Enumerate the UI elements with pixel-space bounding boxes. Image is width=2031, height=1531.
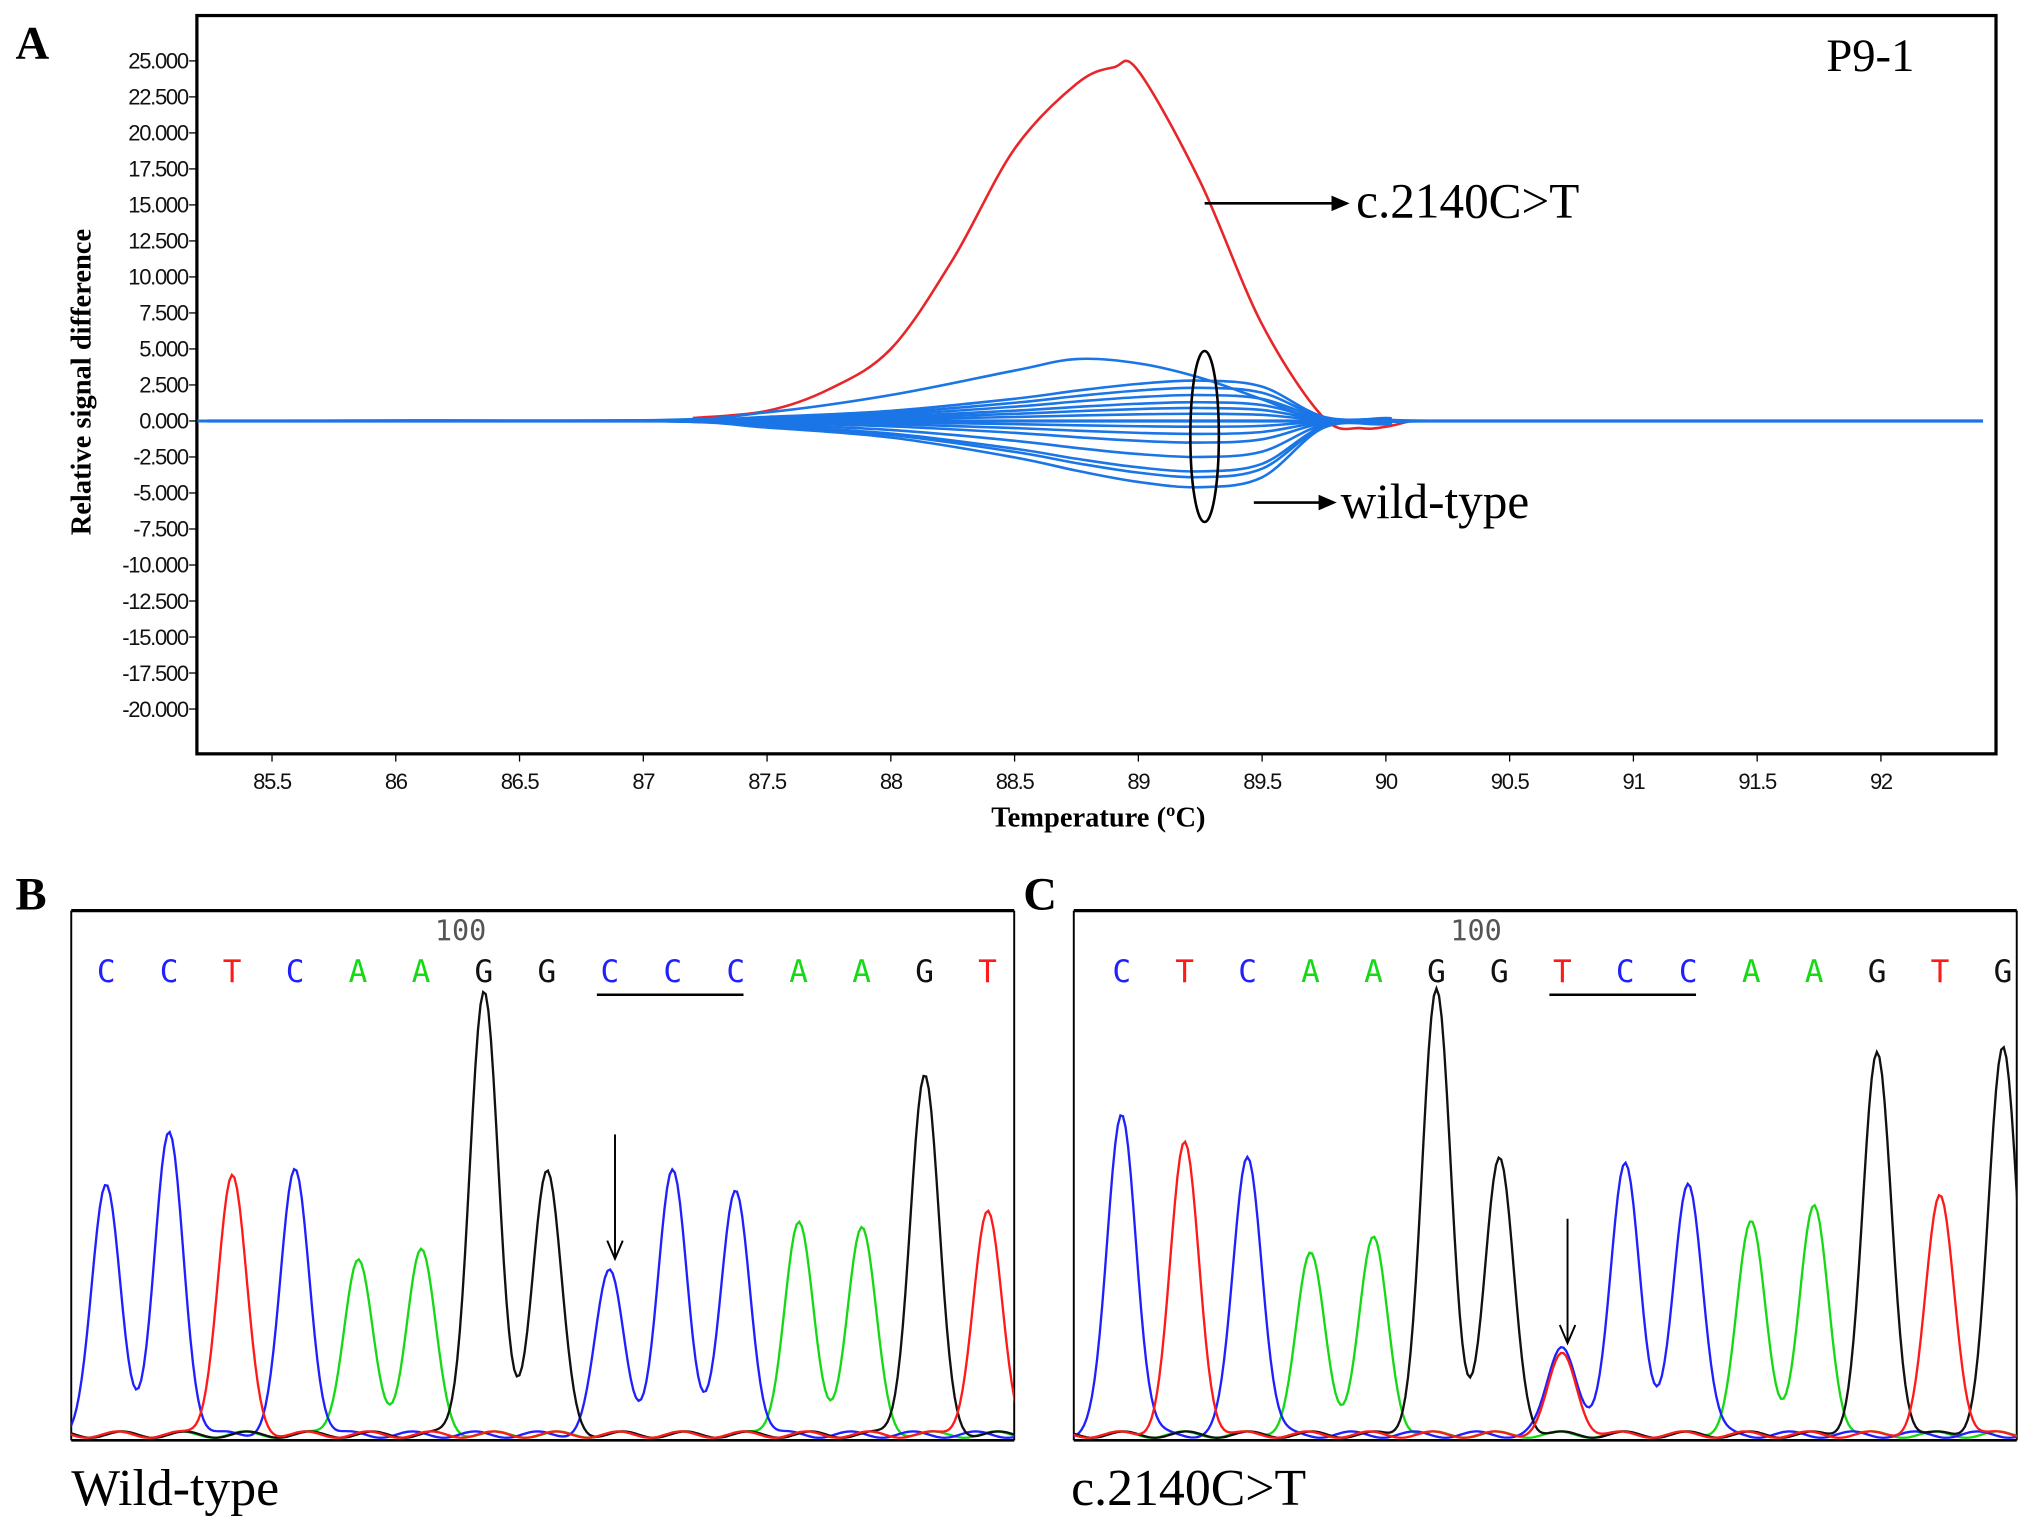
base-call-A: A bbox=[412, 954, 431, 990]
x-tick-label: 87 bbox=[632, 769, 655, 794]
x-tick-label: 85.5 bbox=[253, 769, 292, 794]
trace-A bbox=[1073, 1203, 2017, 1439]
trace-T bbox=[71, 1172, 1015, 1439]
base-call-G: G bbox=[1427, 954, 1446, 990]
base-call-C: C bbox=[663, 954, 682, 990]
x-tick-label: 87.5 bbox=[748, 769, 787, 794]
panel-label-c: C bbox=[1023, 868, 1057, 920]
y-tick-label: -2.500 bbox=[133, 445, 189, 470]
y-tick-label: 20.000 bbox=[128, 121, 189, 146]
y-tick-label: 10.000 bbox=[128, 265, 189, 290]
x-tick-label: 86 bbox=[385, 769, 408, 794]
chromatogram-mutant: 100 C T C A A G G T C C A A G T G bbox=[1072, 908, 2018, 1442]
variant-arrowhead bbox=[606, 1240, 624, 1262]
y-tick-label: 22.500 bbox=[128, 85, 189, 110]
panel-label-a: A bbox=[16, 17, 50, 69]
x-tick-label: 91 bbox=[1622, 769, 1645, 794]
y-tick-label: 15.000 bbox=[128, 193, 189, 218]
base-call-C: C bbox=[286, 954, 305, 990]
base-call-A: A bbox=[1301, 954, 1320, 990]
plot-title: P9-1 bbox=[1826, 30, 1914, 82]
chromatogram-wild-type: 100 C C T C A A G G C C C A A G T bbox=[70, 908, 1016, 1442]
y-tick-label: 0.000 bbox=[139, 409, 189, 434]
base-call-C: C bbox=[1238, 954, 1257, 990]
base-call-A: A bbox=[349, 954, 368, 990]
base-call-T: T bbox=[1553, 954, 1572, 990]
y-tick-label: -5.000 bbox=[133, 481, 189, 506]
y-tick-label: -12.500 bbox=[122, 589, 189, 614]
trace-G bbox=[71, 989, 1015, 1439]
base-call-G: G bbox=[538, 954, 557, 990]
y-tick-label: 12.500 bbox=[128, 229, 189, 254]
x-axis-label: Temperature (ºC) bbox=[991, 802, 1205, 833]
position-label: 100 bbox=[1450, 914, 1501, 947]
position-label: 100 bbox=[435, 914, 486, 947]
base-call-C: C bbox=[97, 954, 116, 990]
base-call-A: A bbox=[1805, 954, 1824, 990]
base-call-C: C bbox=[600, 954, 619, 990]
base-call-T: T bbox=[223, 954, 242, 990]
base-call-G: G bbox=[1994, 954, 2013, 990]
wildtype-cluster-ellipse bbox=[1189, 349, 1221, 524]
trace-C bbox=[1073, 1114, 2017, 1439]
y-tick-label: -15.000 bbox=[122, 625, 189, 650]
y-tick-label: -7.500 bbox=[133, 517, 189, 542]
trace-C bbox=[71, 1129, 1015, 1439]
x-tick-label: 92 bbox=[1870, 769, 1893, 794]
mutant-annotation: c.2140C>T bbox=[1356, 174, 1579, 229]
plot-frame bbox=[195, 13, 1998, 756]
wildtype-annotation: wild-type bbox=[1341, 474, 1530, 529]
x-tick-label: 88.5 bbox=[996, 769, 1035, 794]
x-tick-label: 89 bbox=[1127, 769, 1150, 794]
x-axis-ticks: 85.5 86 86.5 87 87.5 88 88.5 89 89.5 90 90.5 91 91.5… bbox=[253, 753, 1894, 794]
x-tick-label: 90 bbox=[1375, 769, 1398, 794]
base-call-A: A bbox=[1364, 954, 1383, 990]
y-tick-label: 2.500 bbox=[139, 373, 189, 398]
y-tick-label: -20.000 bbox=[122, 697, 189, 722]
base-call-G: G bbox=[475, 954, 494, 990]
x-tick-label: 91.5 bbox=[1738, 769, 1777, 794]
y-tick-label: 17.500 bbox=[128, 157, 189, 182]
trace-G bbox=[1073, 985, 2017, 1439]
base-call-G: G bbox=[915, 954, 934, 990]
mutant-arrowhead bbox=[1331, 195, 1350, 212]
y-tick-label: 7.500 bbox=[139, 301, 189, 326]
panel-label-b: B bbox=[16, 868, 47, 920]
base-call-T: T bbox=[1175, 954, 1194, 990]
base-call-G: G bbox=[1868, 954, 1887, 990]
y-tick-label: 5.000 bbox=[139, 337, 189, 362]
x-tick-label: 86.5 bbox=[501, 769, 540, 794]
trace-T bbox=[1073, 1139, 2017, 1439]
y-axis-label: Relative signal difference bbox=[67, 229, 98, 535]
base-call-C: C bbox=[1616, 954, 1635, 990]
melt-curve-plot: 25.000 22.500 20.000 17.500 15.000 12.500 10.0… bbox=[67, 13, 1998, 833]
y-tick-label: -17.500 bbox=[122, 661, 189, 686]
curves bbox=[197, 59, 1984, 489]
base-call-A: A bbox=[1742, 954, 1761, 990]
base-call-T: T bbox=[978, 954, 997, 990]
y-tick-label: 25.000 bbox=[128, 49, 189, 74]
x-tick-label: 88 bbox=[880, 769, 903, 794]
base-call-C: C bbox=[1112, 954, 1131, 990]
base-call-A: A bbox=[789, 954, 808, 990]
base-call-T: T bbox=[1931, 954, 1950, 990]
caption-mutant: c.2140C>T bbox=[1071, 1460, 1306, 1517]
variant-arrowhead bbox=[1558, 1324, 1577, 1346]
caption-wild-type: Wild-type bbox=[71, 1460, 279, 1517]
y-tick-label: -10.000 bbox=[122, 553, 189, 578]
trace-A bbox=[71, 1219, 1015, 1439]
wildtype-arrowhead bbox=[1318, 494, 1337, 511]
base-call-C: C bbox=[160, 954, 179, 990]
base-call-G: G bbox=[1490, 954, 1509, 990]
base-call-C: C bbox=[726, 954, 745, 990]
base-call-C: C bbox=[1679, 954, 1698, 990]
x-tick-label: 89.5 bbox=[1243, 769, 1282, 794]
y-axis-ticks: 25.000 22.500 20.000 17.500 15.000 12.500 10.0… bbox=[122, 49, 197, 722]
x-tick-label: 90.5 bbox=[1491, 769, 1530, 794]
base-call-A: A bbox=[852, 954, 871, 990]
